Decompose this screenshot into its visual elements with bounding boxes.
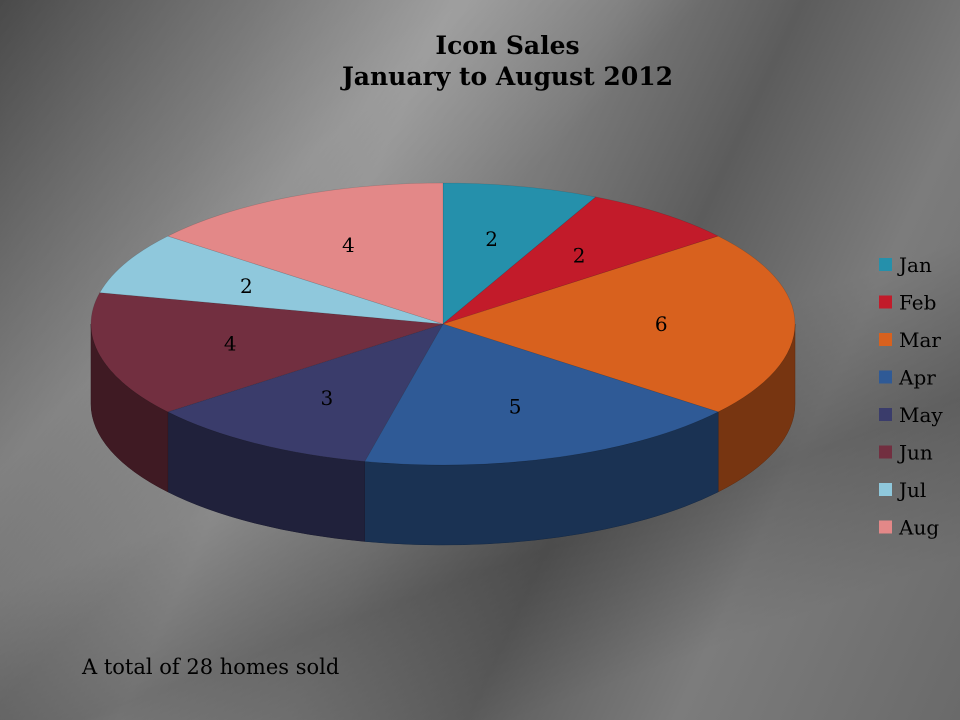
legend: Jan Feb Mar Apr May Jun Jul Aug <box>879 253 943 540</box>
pie-slice-aug <box>167 182 444 325</box>
chart-subtitle-line: January to August 2012 <box>341 62 674 91</box>
chart-title-line: Icon Sales <box>435 31 580 60</box>
legend-label-mar: Mar <box>899 328 941 352</box>
legend-swatch-aug <box>879 520 892 534</box>
legend-label-jun: Jun <box>897 441 933 465</box>
legend-swatch-mar <box>879 333 892 346</box>
data-label-jan: 2 <box>485 227 498 251</box>
legend-swatch-apr <box>879 370 892 384</box>
pie-slice-jul <box>99 235 444 325</box>
legend-label-aug: Aug <box>898 516 939 540</box>
legend-label-may: May <box>899 403 943 427</box>
data-label-apr: 5 <box>509 395 522 419</box>
legend-swatch-may <box>879 408 892 421</box>
data-label-feb: 2 <box>573 244 586 268</box>
legend-label-jul: Jul <box>897 478 926 502</box>
pie-sides <box>90 323 796 546</box>
pie-slice-apr <box>364 323 719 466</box>
legend-label-feb: Feb <box>899 291 936 315</box>
legend-swatch-jun <box>879 445 892 459</box>
legend-label-jan: Jan <box>897 253 932 277</box>
data-label-jul: 2 <box>240 274 253 298</box>
footnote: A total of 28 homes sold <box>82 655 340 679</box>
chart-title: Icon Sales January to August 2012 <box>0 30 960 92</box>
legend-swatch-feb <box>879 295 892 309</box>
data-label-jun: 4 <box>224 331 237 355</box>
pie-slice-jun <box>90 292 444 413</box>
data-label-mar: 6 <box>655 312 668 336</box>
legend-swatch-jan <box>879 258 892 271</box>
data-label-may: 3 <box>321 386 334 410</box>
pie-slice-may <box>167 323 444 462</box>
pie-slice-feb <box>442 196 719 325</box>
pie-slice-jan <box>442 182 597 325</box>
legend-swatch-jul <box>879 483 892 496</box>
legend-label-apr: Apr <box>898 366 936 390</box>
data-label-aug: 4 <box>342 233 355 257</box>
pie-top <box>90 182 796 466</box>
pie-slice-mar <box>442 235 796 413</box>
